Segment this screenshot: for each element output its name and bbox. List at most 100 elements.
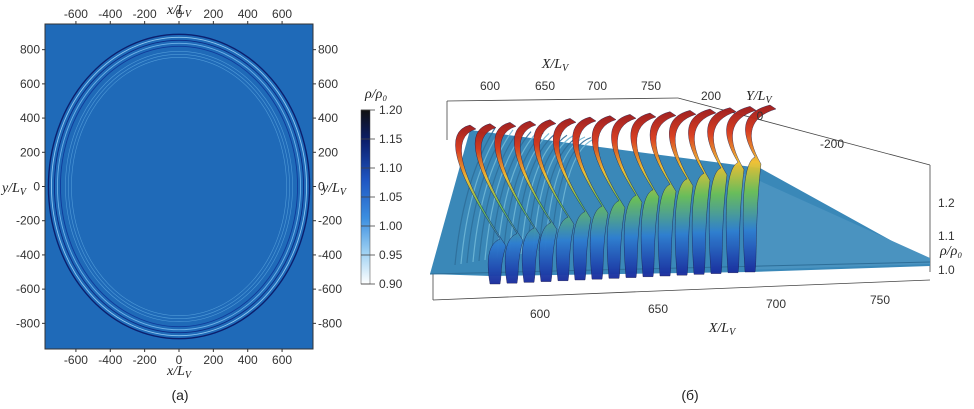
shock-wave-front — [552, 118, 592, 281]
y-tick-label: -200 — [820, 137, 844, 151]
y-tick-label-right: 600 — [318, 77, 338, 91]
shock-wave-front — [669, 110, 697, 276]
x-tick-label-top: -200 — [133, 7, 157, 21]
colorbar: ρ/ρ₀ 1.20 1.15 1.10 1.05 1.00 0.95 0.90 — [360, 87, 403, 291]
y-tick-label-right: -200 — [318, 214, 342, 228]
y-tick-label-right: -400 — [318, 248, 342, 262]
ripple-line — [490, 131, 532, 260]
density-map-background — [45, 24, 313, 349]
shock-wave-front — [688, 108, 717, 275]
x-tick-label-top: 700 — [587, 79, 607, 93]
x-tick-label-bottom: -600 — [64, 353, 88, 367]
front-ring — [50, 36, 308, 337]
shock-wave-front — [630, 112, 660, 277]
x-tick-label-top: 400 — [238, 7, 258, 21]
flat-surface-front — [740, 172, 930, 270]
ripple-ring — [71, 56, 287, 317]
x-tick-label-bottom: 400 — [238, 353, 258, 367]
x-tick-label-bottom: 600 — [530, 307, 550, 321]
x-axis-label-bottom-a: x/LV — [166, 364, 193, 381]
colorbar-tick-label: 1.10 — [379, 161, 403, 175]
ripple-line — [472, 129, 514, 263]
x-tick-label-bottom: 200 — [203, 353, 223, 367]
y-tick-label-left: 400 — [20, 111, 40, 125]
y-tick-label-left: 600 — [20, 77, 40, 91]
z-tick-label: 1.1 — [938, 229, 955, 243]
panel-label-b: (б) — [681, 387, 698, 403]
y-tick-label-right: -800 — [318, 316, 342, 330]
colorbar-label: ρ/ρ₀ — [364, 87, 387, 102]
y-axis-label-right-a: y/LV — [320, 181, 348, 198]
y-tick-label-right: 200 — [318, 145, 338, 159]
x-tick-label-top: 0 — [176, 7, 183, 21]
z-axis-label-b: ρ/ρ₀ — [939, 244, 962, 259]
colorbar-ticks: 1.20 1.15 1.10 1.05 1.00 0.95 0.90 — [361, 103, 403, 291]
y-tick-label-left: 0 — [33, 180, 40, 194]
x-tick-label-bottom: -400 — [98, 353, 122, 367]
shock-wave-front — [494, 122, 541, 283]
shock-wave-front — [742, 104, 777, 273]
y-tick-label-right: 0 — [318, 180, 325, 194]
shock-wave-front — [611, 114, 643, 278]
ripple-line — [460, 128, 502, 265]
front-ring — [59, 45, 299, 328]
y-axis-label-b: Y/LV — [746, 89, 773, 106]
x-tick-label-top: 600 — [272, 7, 292, 21]
ripple-line — [538, 135, 580, 252]
y-tick-label: 0 — [757, 109, 764, 123]
x-tick-label-top: -600 — [64, 7, 88, 21]
y-axis-label-left-a: y/LV — [0, 181, 28, 198]
shock-wave-front — [572, 116, 609, 280]
front-ring — [53, 39, 305, 334]
ripple-ring — [65, 50, 293, 323]
front-ring — [56, 42, 302, 331]
y-tick-label: 200 — [701, 89, 721, 103]
colorbar-tick-label: 1.15 — [379, 132, 403, 146]
z-tick-label: 1.2 — [938, 196, 955, 210]
y-tick-label-left: -200 — [16, 214, 40, 228]
x-axis-label-top-b: X/LV — [541, 57, 570, 74]
x-tick-label-top: 600 — [480, 79, 500, 93]
ripple-line — [496, 131, 538, 259]
front-ring — [47, 33, 311, 340]
y-tick-label-right: -600 — [318, 282, 342, 296]
x-tick-label-top: 200 — [203, 7, 223, 21]
colorbar-tick-label: 0.95 — [379, 248, 403, 262]
ripple-line — [454, 127, 496, 266]
shock-wave-front — [649, 111, 677, 277]
ripple-line — [556, 137, 598, 249]
x-axis-label-top-a: x/LV — [166, 3, 193, 20]
y-tick-label-left: -600 — [16, 282, 40, 296]
x-tick-label-top: -400 — [98, 7, 122, 21]
y-tick-label-left: -400 — [16, 248, 40, 262]
shock-wave-front — [455, 124, 507, 285]
ripple-line — [508, 132, 550, 257]
z-tick-label: 1.0 — [938, 263, 955, 277]
ripple-ring — [68, 53, 290, 320]
colorbar-tick-label: 1.20 — [379, 103, 403, 117]
colorbar-tick-label: 1.05 — [379, 190, 403, 204]
axis-ticks-a: -600 -600 -400 -400 -200 -200 0 0 200 200 400 400 60… — [16, 7, 342, 367]
x-tick-label-bottom: 600 — [272, 353, 292, 367]
colorbar-tick-label: 1.00 — [379, 219, 403, 233]
shock-front-rings — [47, 33, 311, 340]
x-tick-label-top: 750 — [641, 79, 661, 93]
y-tick-label-left: -800 — [16, 316, 40, 330]
y-tick-label-left: 200 — [20, 145, 40, 159]
x-tick-label-bottom: 0 — [176, 353, 183, 367]
shock-wave-front — [707, 107, 737, 274]
colorbar-tick-label: 0.90 — [379, 277, 403, 291]
x-tick-label-top: 650 — [535, 79, 555, 93]
shock-wave-front — [474, 123, 524, 284]
x-tick-label-bottom: 650 — [648, 302, 668, 316]
x-tick-label-bottom: 750 — [870, 293, 890, 307]
shock-wave-front — [591, 115, 626, 279]
axis-ticks-b: 600 650 700 750 600 650 700 750 200 0 -200 1.2 1.1 1.… — [480, 79, 955, 321]
shock-wave-front — [725, 106, 757, 273]
y-tick-label-left: 800 — [20, 43, 40, 57]
panel-label-a: (a) — [171, 387, 188, 403]
box-lines — [432, 97, 931, 301]
shock-wave-front — [514, 120, 558, 282]
ripple-line — [478, 130, 520, 262]
